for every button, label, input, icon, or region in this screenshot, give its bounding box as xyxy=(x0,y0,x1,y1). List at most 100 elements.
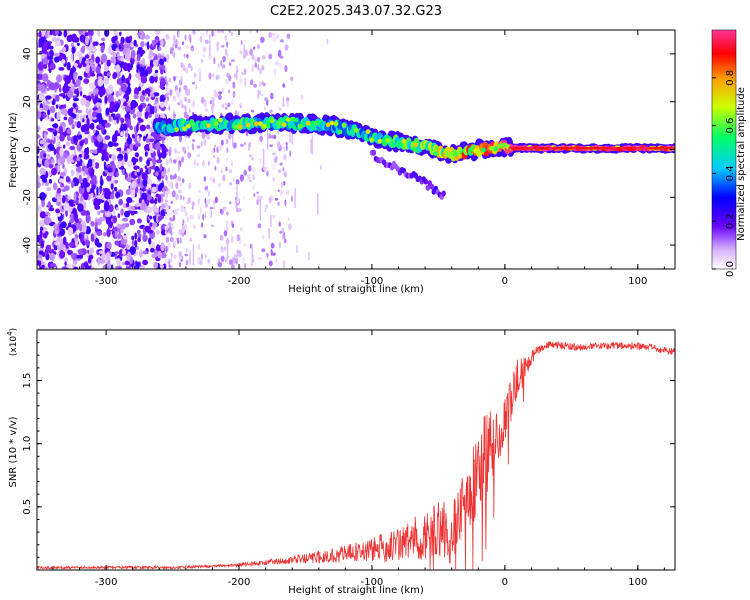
noise-blob xyxy=(149,222,153,227)
noise-blob xyxy=(44,159,49,169)
noise-blob xyxy=(160,38,164,47)
noise-blob xyxy=(220,30,225,34)
noise-blob xyxy=(140,75,148,84)
noise-blob xyxy=(151,186,157,193)
noise-blob xyxy=(228,89,231,93)
noise-blob xyxy=(209,207,214,210)
noise-blob xyxy=(80,114,83,123)
noise-blob xyxy=(201,131,206,140)
noise-blob xyxy=(116,147,122,152)
noise-blob xyxy=(94,88,99,94)
tone-hot xyxy=(238,124,243,130)
noise-blob xyxy=(45,211,50,215)
noise-blob xyxy=(77,160,83,167)
noise-blob xyxy=(166,182,170,187)
noise-blob xyxy=(173,113,176,119)
noise-blob xyxy=(204,39,209,44)
noise-blob xyxy=(201,222,204,229)
noise-blob xyxy=(236,234,241,242)
noise-blob xyxy=(70,85,75,92)
noise-blob xyxy=(259,68,262,75)
noise-blob xyxy=(166,84,168,89)
noise-blob xyxy=(193,224,196,230)
noise-blob xyxy=(220,169,223,174)
noise-blob xyxy=(278,221,281,227)
noise-blob xyxy=(159,136,166,141)
noise-blob xyxy=(120,83,128,93)
noise-blob xyxy=(277,49,282,58)
noise-blob xyxy=(48,170,52,177)
noise-blob xyxy=(270,94,274,97)
tone-hot xyxy=(206,123,211,128)
noise-blob xyxy=(234,110,238,117)
noise-blob xyxy=(44,32,48,38)
noise-blob xyxy=(119,31,122,36)
noise-blob xyxy=(139,264,145,269)
noise-blob xyxy=(168,106,171,111)
noise-blob xyxy=(119,126,125,131)
noise-blob xyxy=(42,104,50,111)
noise-blob xyxy=(277,141,281,149)
noise-blob xyxy=(220,60,223,67)
noise-blob xyxy=(130,190,136,199)
noise-blob xyxy=(261,248,266,253)
noise-blob xyxy=(38,30,42,38)
noise-blob xyxy=(187,100,190,103)
noise-blob xyxy=(43,132,47,141)
snr-scale-prefix: (x10 xyxy=(9,336,19,357)
noise-blob xyxy=(122,249,126,255)
noise-blob xyxy=(228,62,232,67)
noise-blob xyxy=(226,157,228,163)
noise-blob xyxy=(139,60,143,65)
noise-blob xyxy=(79,140,84,147)
noise-blob xyxy=(116,78,123,85)
noise-blob xyxy=(124,260,130,266)
noise-blob xyxy=(39,211,47,219)
noise-blob xyxy=(117,213,121,218)
noise-streak xyxy=(270,214,272,227)
noise-blob xyxy=(144,111,149,120)
noise-blob xyxy=(149,215,153,220)
noise-blob xyxy=(54,241,61,246)
tone-hot xyxy=(182,126,187,132)
noise-blob xyxy=(184,208,186,214)
noise-blob xyxy=(174,43,178,49)
noise-blob xyxy=(142,234,148,242)
noise-blob xyxy=(121,217,129,222)
noise-blob xyxy=(192,31,196,35)
noise-blob xyxy=(146,41,150,51)
noise-blob xyxy=(226,211,229,216)
noise-blob xyxy=(262,54,266,60)
noise-blob xyxy=(121,74,125,83)
noise-blob xyxy=(288,223,292,231)
noise-blob xyxy=(209,100,213,105)
noise-blob xyxy=(284,65,288,73)
noise-blob xyxy=(157,215,163,222)
tone-hot xyxy=(261,123,267,129)
noise-blob xyxy=(149,199,155,204)
noise-blob xyxy=(180,156,185,163)
noise-blob xyxy=(180,207,185,211)
noise-blob xyxy=(146,206,153,214)
noise-blob xyxy=(54,30,60,36)
noise-blob xyxy=(113,30,117,34)
noise-blob xyxy=(78,174,82,184)
noise-blob xyxy=(130,49,136,59)
noise-blob xyxy=(117,161,122,168)
noise-blob xyxy=(97,256,101,266)
noise-blob xyxy=(100,175,103,183)
noise-blob xyxy=(272,163,276,171)
noise-blob xyxy=(202,213,205,221)
noise-blob xyxy=(202,46,207,53)
noise-blob xyxy=(251,54,255,60)
noise-blob xyxy=(249,179,252,183)
noise-blob xyxy=(62,236,67,245)
noise-blob xyxy=(100,53,108,63)
noise-blob xyxy=(182,65,186,72)
noise-blob xyxy=(205,30,208,35)
noise-streak xyxy=(232,129,234,147)
noise-blob xyxy=(74,121,77,127)
noise-blob xyxy=(101,37,105,42)
noise-blob xyxy=(165,199,168,203)
